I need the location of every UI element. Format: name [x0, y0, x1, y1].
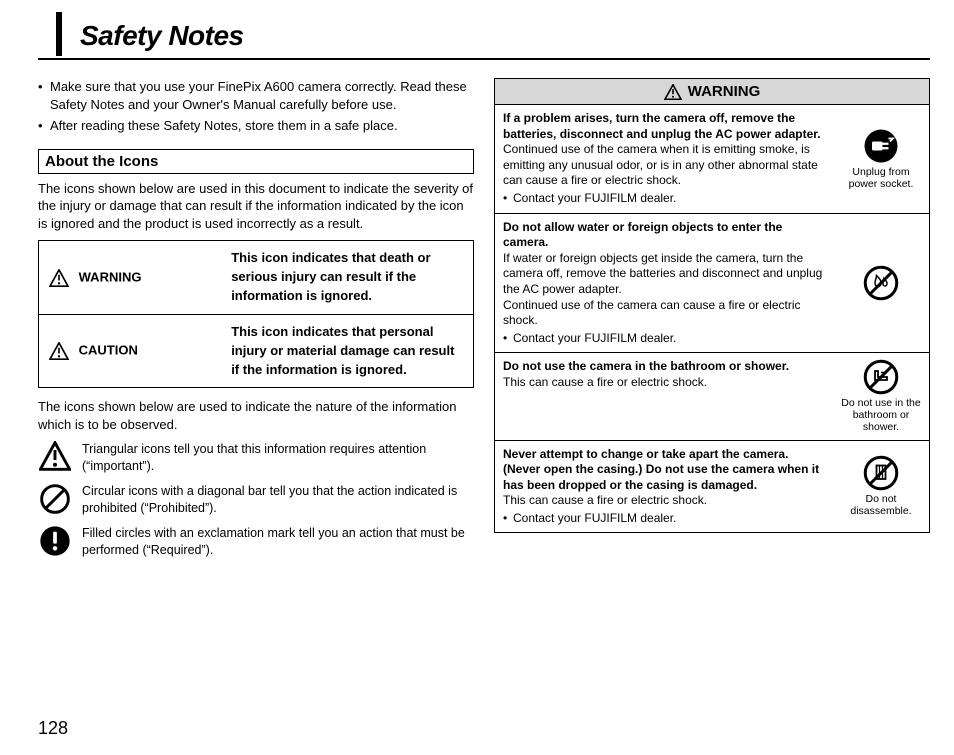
- header-side-bar: [56, 12, 62, 56]
- warning-body-text: This can cause a fire or electric shock.: [503, 375, 825, 391]
- no-disassemble-icon: [863, 455, 899, 491]
- warning-item-text: Never attempt to change or take apart th…: [495, 441, 833, 533]
- legend-prohibited: Circular icons with a diagonal bar tell …: [38, 483, 474, 517]
- content-columns: Make sure that you use your FinePix A600…: [38, 78, 930, 567]
- warning-bold: Do not use the camera in the bathroom or…: [503, 359, 789, 373]
- warning-caption: Unplug from power socket.: [837, 166, 925, 190]
- caution-triangle-icon: [49, 342, 69, 360]
- warning-caption: Do not disassemble.: [837, 493, 925, 517]
- page-header: Safety Notes: [38, 20, 930, 60]
- warning-label: WARNING: [79, 269, 142, 284]
- warning-bullet: Contact your FUJIFILM dealer.: [503, 191, 825, 207]
- warning-box: WARNING If a problem arises, turn the ca…: [494, 78, 930, 533]
- warning-body-text: This can cause a fire or electric shock.: [503, 493, 825, 509]
- warning-icon-col: Unplug from power socket.: [833, 105, 929, 213]
- triangle-exclaim-icon: [38, 441, 72, 471]
- warning-bullet: Contact your FUJIFILM dealer.: [503, 331, 825, 347]
- warning-bullet: Contact your FUJIFILM dealer.: [503, 511, 825, 527]
- about-icons-heading: About the Icons: [38, 149, 474, 174]
- warning-bold: If a problem arises, turn the camera off…: [503, 111, 821, 141]
- warning-body-text: If water or foreign objects get inside t…: [503, 251, 825, 329]
- intro-bullet: Make sure that you use your FinePix A600…: [38, 78, 474, 113]
- page-title: Safety Notes: [80, 20, 930, 52]
- warning-bold: Never attempt to change or take apart th…: [503, 447, 819, 492]
- warning-header-label: WARNING: [688, 83, 761, 100]
- table-row: WARNING This icon indicates that death o…: [39, 241, 474, 315]
- intro-bullets: Make sure that you use your FinePix A600…: [38, 78, 474, 135]
- table-row: CAUTION This icon indicates that persona…: [39, 314, 474, 388]
- warning-triangle-icon: [664, 84, 682, 100]
- legend-important: Triangular icons tell you that this info…: [38, 441, 474, 475]
- warning-item: Do not allow water or foreign objects to…: [495, 214, 929, 354]
- required-filled-icon: [38, 525, 72, 557]
- warning-body-text: Continued use of the camera when it is e…: [503, 142, 818, 187]
- warning-item: Do not use the camera in the bathroom or…: [495, 353, 929, 440]
- caution-label: CAUTION: [79, 343, 138, 358]
- legend-text: Filled circles with an exclamation mark …: [82, 525, 474, 559]
- warning-icon-col: Do not disassemble.: [833, 441, 929, 533]
- warning-item: Never attempt to change or take apart th…: [495, 441, 929, 533]
- warning-box-header: WARNING: [495, 79, 929, 105]
- warning-icon-col: [833, 214, 929, 353]
- warning-item-text: Do not allow water or foreign objects to…: [495, 214, 833, 353]
- no-bathroom-icon: [863, 359, 899, 395]
- caution-desc: This icon indicates that personal injury…: [221, 314, 473, 388]
- right-column: WARNING If a problem arises, turn the ca…: [494, 78, 930, 567]
- unplug-icon: [863, 128, 899, 164]
- prohibited-circle-icon: [38, 483, 72, 515]
- page-number: 128: [38, 718, 68, 739]
- legend-text: Circular icons with a diagonal bar tell …: [82, 483, 474, 517]
- warning-item-text: Do not use the camera in the bathroom or…: [495, 353, 833, 439]
- warning-item: If a problem arises, turn the camera off…: [495, 105, 929, 214]
- warning-icon-col: Do not use in the bathroom or shower.: [833, 353, 929, 439]
- intro-bullet: After reading these Safety Notes, store …: [38, 117, 474, 135]
- about-icons-desc2: The icons shown below are used to indica…: [38, 398, 474, 433]
- legend-text: Triangular icons tell you that this info…: [82, 441, 474, 475]
- legend-required: Filled circles with an exclamation mark …: [38, 525, 474, 559]
- warning-caption: Do not use in the bathroom or shower.: [837, 397, 925, 433]
- warning-desc: This icon indicates that death or seriou…: [221, 241, 473, 315]
- warning-item-text: If a problem arises, turn the camera off…: [495, 105, 833, 213]
- about-icons-desc: The icons shown below are used in this d…: [38, 180, 474, 233]
- warning-triangle-icon: [49, 269, 69, 287]
- icon-severity-table: WARNING This icon indicates that death o…: [38, 240, 474, 388]
- no-water-icon: [863, 265, 899, 301]
- left-column: Make sure that you use your FinePix A600…: [38, 78, 474, 567]
- warning-bold: Do not allow water or foreign objects to…: [503, 220, 782, 250]
